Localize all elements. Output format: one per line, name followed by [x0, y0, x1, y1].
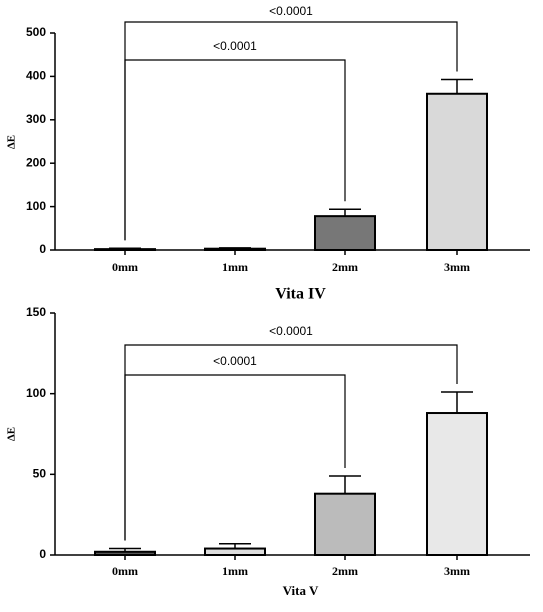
y-tick-label: 400	[26, 69, 46, 83]
bar	[426, 412, 488, 556]
y-tick-label: 0	[39, 547, 46, 561]
y-tick-label: 300	[26, 112, 46, 126]
significance-label: <0.0001	[213, 354, 257, 368]
significance-label: <0.0001	[213, 39, 257, 53]
y-axis-label: ΔE	[6, 135, 18, 149]
significance-bracket	[124, 374, 346, 541]
y-axis-label: ΔE	[6, 427, 18, 441]
bar	[426, 92, 488, 252]
y-tick-label: 100	[26, 199, 46, 213]
y-tick-label: 0	[39, 242, 46, 256]
x-tick-label: 2mm	[332, 260, 358, 274]
x-tick-label: 3mm	[444, 564, 470, 578]
x-tick-label: 3mm	[444, 260, 470, 274]
bar	[204, 547, 266, 557]
significance-bracket	[124, 21, 458, 241]
bar	[204, 247, 266, 251]
bar	[314, 492, 376, 556]
x-tick-label: 1mm	[222, 260, 248, 274]
x-tick-label: 1mm	[222, 564, 248, 578]
y-tick-label: 500	[26, 25, 46, 39]
bar	[94, 248, 156, 252]
x-tick-label: 0mm	[112, 564, 138, 578]
significance-bracket	[124, 344, 458, 541]
y-tick-label: 200	[26, 155, 46, 169]
y-tick-label: 150	[26, 305, 46, 319]
significance-bracket	[124, 59, 346, 241]
significance-label: <0.0001	[269, 324, 313, 338]
x-tick-label: 2mm	[332, 564, 358, 578]
bar	[314, 215, 376, 251]
x-axis-title: Vita V	[283, 583, 319, 598]
y-tick-label: 100	[26, 386, 46, 400]
bar	[94, 550, 156, 556]
y-tick-label: 50	[33, 467, 47, 481]
significance-label: <0.0001	[269, 4, 313, 18]
x-axis-title: Vita IV	[275, 286, 326, 303]
x-tick-label: 0mm	[112, 260, 138, 274]
